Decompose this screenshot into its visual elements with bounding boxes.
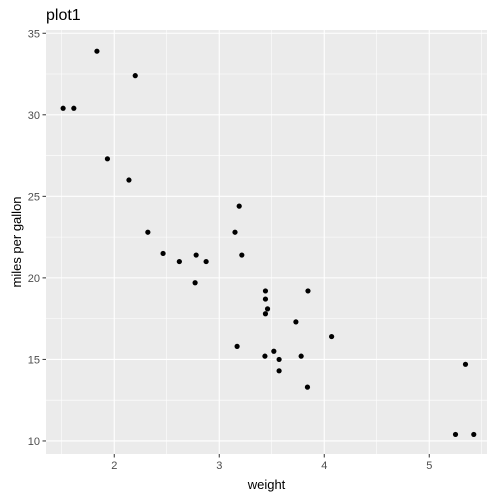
data-point [132, 73, 138, 79]
plot-panel [46, 30, 487, 454]
x-tick-label: 5 [426, 460, 432, 472]
data-point [262, 353, 268, 359]
data-point [293, 319, 299, 325]
data-point [126, 177, 132, 183]
data-point [298, 353, 304, 359]
data-point [304, 384, 311, 390]
y-tick-label: 35 [28, 28, 40, 40]
data-point [234, 343, 240, 349]
data-point [452, 431, 459, 438]
y-tick-label: 20 [28, 273, 40, 285]
grid-minor [46, 30, 487, 454]
data-point [176, 258, 182, 265]
data-point [203, 258, 209, 265]
data-point [239, 252, 245, 258]
data-point [471, 431, 477, 438]
data-point [262, 311, 269, 317]
y-tick-label: 10 [28, 436, 40, 448]
x-tick-label: 4 [321, 460, 327, 472]
data-points [60, 48, 477, 438]
data-point [160, 250, 166, 257]
data-point [94, 48, 100, 54]
data-point [262, 296, 269, 302]
y-tick-label: 15 [28, 354, 40, 366]
y-axis-title: miles per gallon [9, 196, 24, 287]
axis-ticks: 2 3 4 5 10 15 20 25 30 35 [28, 28, 433, 472]
data-point [193, 252, 199, 258]
data-point [329, 333, 335, 340]
watermark: CSDN @阳光小熊熊 [383, 472, 493, 487]
data-point [236, 203, 242, 209]
data-point [60, 105, 66, 111]
y-tick-label: 25 [28, 191, 40, 203]
data-point [271, 348, 277, 354]
x-tick-label: 3 [216, 460, 222, 472]
data-point [264, 306, 271, 312]
data-point [462, 361, 469, 367]
data-point [262, 288, 269, 294]
data-point [305, 288, 311, 294]
data-point [71, 105, 77, 111]
data-point [276, 356, 282, 363]
data-point [276, 368, 282, 374]
grid-major [46, 30, 487, 454]
data-point [232, 229, 238, 235]
y-tick-label: 30 [28, 110, 40, 122]
data-point [192, 280, 198, 286]
data-point [145, 229, 151, 235]
data-point [104, 156, 111, 162]
x-tick-label: 2 [111, 460, 117, 472]
chart-title: plot1 [46, 7, 81, 24]
x-axis-title: weight [247, 477, 286, 492]
